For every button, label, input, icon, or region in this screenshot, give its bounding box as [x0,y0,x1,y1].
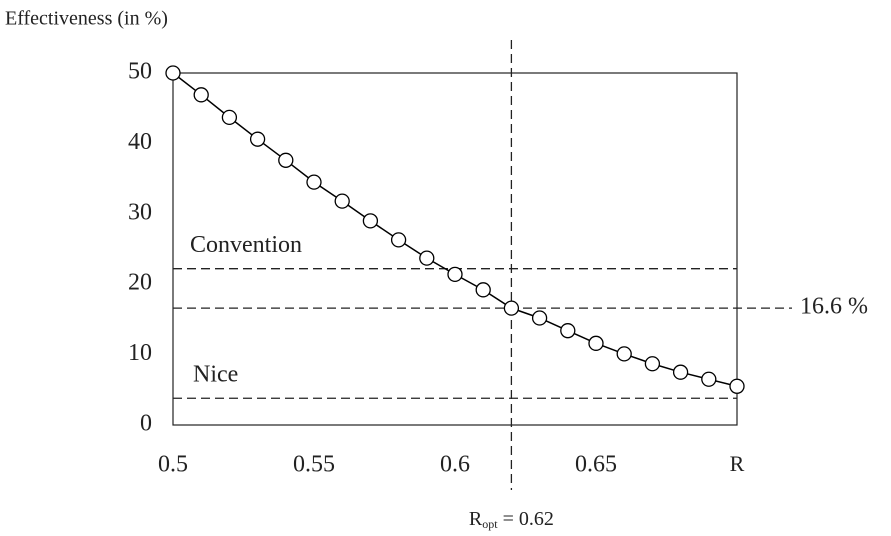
data-point [475,282,491,298]
y-tick-label: 30 [128,199,152,225]
plot-frame [172,72,738,426]
data-point [278,152,294,168]
x-tick-label: 0.6 [440,452,470,478]
optimum-label-main: R [469,508,483,530]
y-tick-label: 0 [140,411,152,437]
data-point [560,323,576,339]
data-point [447,266,463,282]
reference-label: 16.6 % [800,294,868,320]
data-point [221,109,238,126]
x-tick-label: 0.55 [293,452,335,478]
optimum-label: Ropt = 0.62 [469,508,554,531]
optimum-label-rest: = 0.62 [503,508,554,530]
data-point [616,346,632,362]
data-point [249,131,266,147]
y-tick-label: 20 [128,270,152,296]
data-point [419,250,435,266]
data-point [306,174,322,190]
data-point [503,300,520,316]
reference-label: Nice [193,362,238,388]
y-tick-label: 10 [128,340,152,366]
reference-label: Convention [190,232,302,258]
data-point [672,364,689,380]
series-line [172,72,738,388]
x-tick-label: 0.5 [158,452,188,478]
data-point [165,65,181,81]
data-point [362,213,379,229]
y-tick-label: 40 [128,129,152,155]
data-point [729,378,745,394]
data-point [644,356,661,372]
y-tick-label: 50 [128,59,152,85]
data-point [334,193,350,209]
optimum-label-sub: opt [482,517,498,531]
data-point [531,310,548,326]
data-point [193,87,209,103]
data-point [588,335,604,351]
data-point [701,371,717,387]
x-tick-label: 0.65 [575,452,617,478]
y-axis-label: Effectiveness (in %) [5,8,168,30]
x-axis-label: R [730,451,745,476]
data-point [390,232,407,248]
